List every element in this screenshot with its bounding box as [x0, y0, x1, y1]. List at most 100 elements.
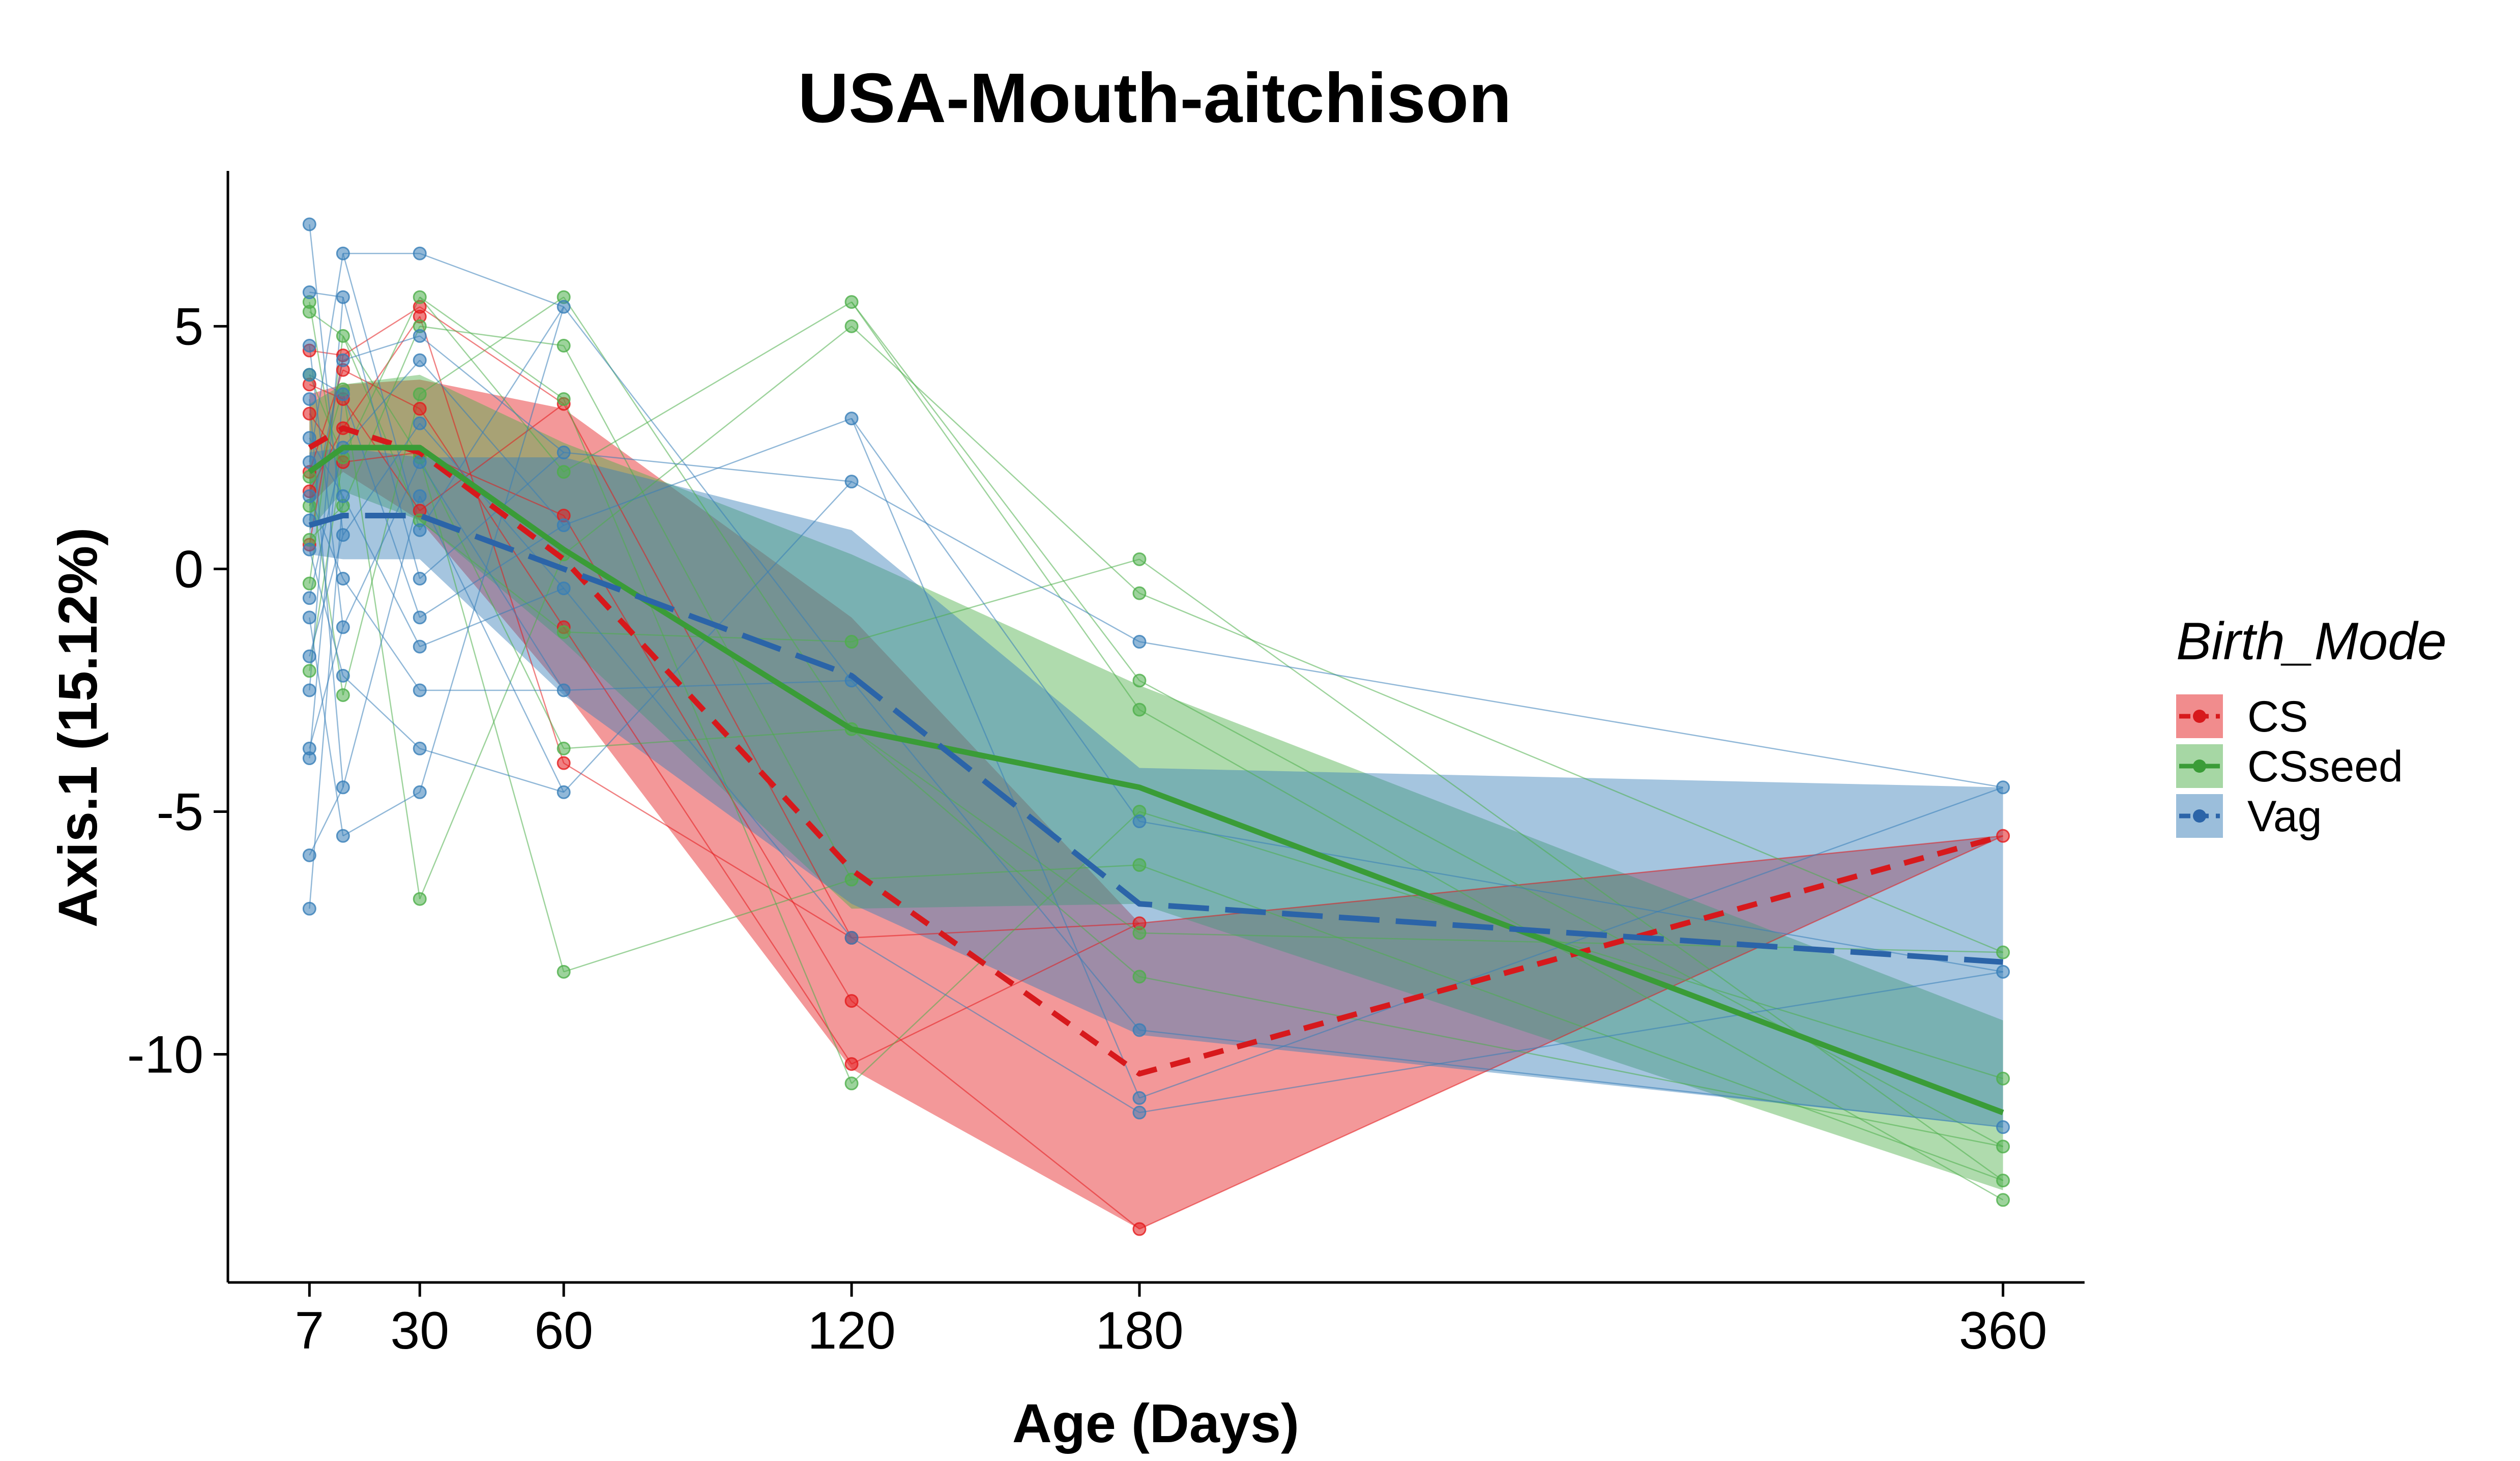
trajectory-vag: [419, 452, 565, 579]
trajectory-vag: [419, 524, 564, 618]
point-vag: [413, 329, 427, 343]
point-csseed: [844, 635, 859, 649]
point-vag: [413, 571, 427, 586]
point-vag: [1132, 635, 1147, 649]
y-tick-label: 5: [174, 297, 203, 356]
point-vag: [336, 246, 350, 260]
trajectory-csseed: [851, 811, 1140, 1084]
trajectory-cs: [342, 398, 421, 511]
trajectory-vag: [1139, 971, 2003, 1114]
trajectory-vag: [564, 452, 852, 482]
point-csseed: [336, 688, 350, 702]
point-csseed: [556, 965, 571, 979]
mean-line-cs: [308, 425, 2004, 1077]
point-csseed: [1132, 970, 1147, 984]
point-csseed: [844, 295, 859, 309]
trajectory-csseed: [563, 326, 852, 555]
point-csseed: [1996, 1174, 2010, 1188]
trajectory-cs: [419, 408, 565, 628]
trajectory-cs: [1139, 835, 2004, 1230]
point-csseed: [556, 625, 571, 639]
point-cs: [844, 1057, 859, 1071]
point-vag: [413, 455, 427, 469]
trajectory-csseed: [419, 297, 564, 395]
point-vag: [302, 217, 316, 231]
trajectory-cs: [563, 515, 853, 1002]
mean-lines-layer: [308, 425, 2004, 1116]
trajectory-csseed: [563, 301, 852, 473]
trajectory-csseed: [851, 326, 1140, 594]
trajectory-vag: [1139, 786, 2004, 1099]
legend-label-vag: Vag: [2247, 792, 2322, 841]
point-csseed: [1996, 1193, 2010, 1207]
point-vag: [844, 475, 859, 489]
trajectory-vag: [419, 495, 565, 793]
y-tick-label: -5: [157, 782, 203, 841]
point-csseed: [844, 872, 859, 887]
point-vag: [844, 412, 859, 426]
trajectory-csseed: [1139, 976, 2003, 1148]
trajectory-vag: [342, 578, 421, 691]
point-vag: [413, 523, 427, 537]
point-vag: [413, 353, 427, 367]
trajectory-vag: [342, 675, 421, 749]
trajectory-cs: [563, 762, 852, 939]
trajectory-vag: [563, 418, 852, 526]
point-vag: [556, 300, 571, 314]
x-tick-label: 120: [807, 1301, 896, 1360]
point-csseed: [1132, 703, 1147, 717]
point-vag: [336, 668, 350, 683]
trajectory-vag: [1139, 821, 2003, 973]
trajectory-cs: [852, 922, 1140, 939]
trajectory-cs: [342, 316, 421, 429]
point-vag: [302, 591, 316, 605]
point-vag: [302, 848, 316, 862]
trajectory-vag: [419, 306, 565, 531]
trajectory-vag: [309, 535, 344, 657]
trajectory-csseed: [419, 297, 564, 400]
trajectory-vag: [419, 461, 565, 691]
point-vag: [556, 785, 571, 799]
trajectory-vag: [564, 680, 852, 691]
point-cs: [1132, 1222, 1147, 1236]
legend-point-csseed: [2193, 759, 2206, 773]
point-vag: [302, 489, 316, 503]
trajectory-csseed: [419, 554, 565, 899]
trajectory-cs: [563, 627, 853, 1065]
trajectory-csseed: [563, 345, 853, 880]
point-cs: [556, 756, 571, 770]
point-csseed: [413, 290, 427, 304]
point-csseed: [844, 319, 859, 333]
trajectory-vag: [563, 306, 853, 681]
y-tick-label: 0: [174, 540, 203, 599]
point-vag: [556, 581, 571, 596]
point-vag: [1132, 1105, 1147, 1120]
trajectory-vag: [419, 253, 564, 308]
point-csseed: [413, 892, 427, 906]
trajectory-csseed: [563, 398, 853, 1084]
trajectory-vag: [851, 937, 1140, 1114]
point-vag: [556, 683, 571, 697]
point-cs: [844, 994, 859, 1008]
trajectory-vag: [309, 496, 344, 909]
trajectory-csseed: [342, 326, 421, 506]
point-csseed: [1996, 1139, 2010, 1154]
point-vag: [413, 246, 427, 260]
trajectory-csseed: [851, 728, 1140, 977]
point-csseed: [556, 392, 571, 406]
trajectory-csseed: [851, 559, 1140, 642]
trajectory-vag: [342, 335, 420, 361]
point-vag: [556, 518, 571, 533]
trajectory-csseed: [309, 311, 344, 337]
x-axis-title: Age (Days): [1012, 1392, 1299, 1454]
ribbons-layer: [309, 374, 2003, 1230]
point-csseed: [336, 329, 350, 343]
trajectory-csseed: [1139, 811, 2004, 1079]
trajectory-csseed: [564, 728, 852, 749]
point-csseed: [302, 664, 316, 678]
point-csseed: [1996, 1071, 2010, 1086]
point-vag: [1996, 965, 2010, 979]
ribbon-vag: [309, 447, 2003, 1127]
point-vag: [302, 338, 316, 353]
